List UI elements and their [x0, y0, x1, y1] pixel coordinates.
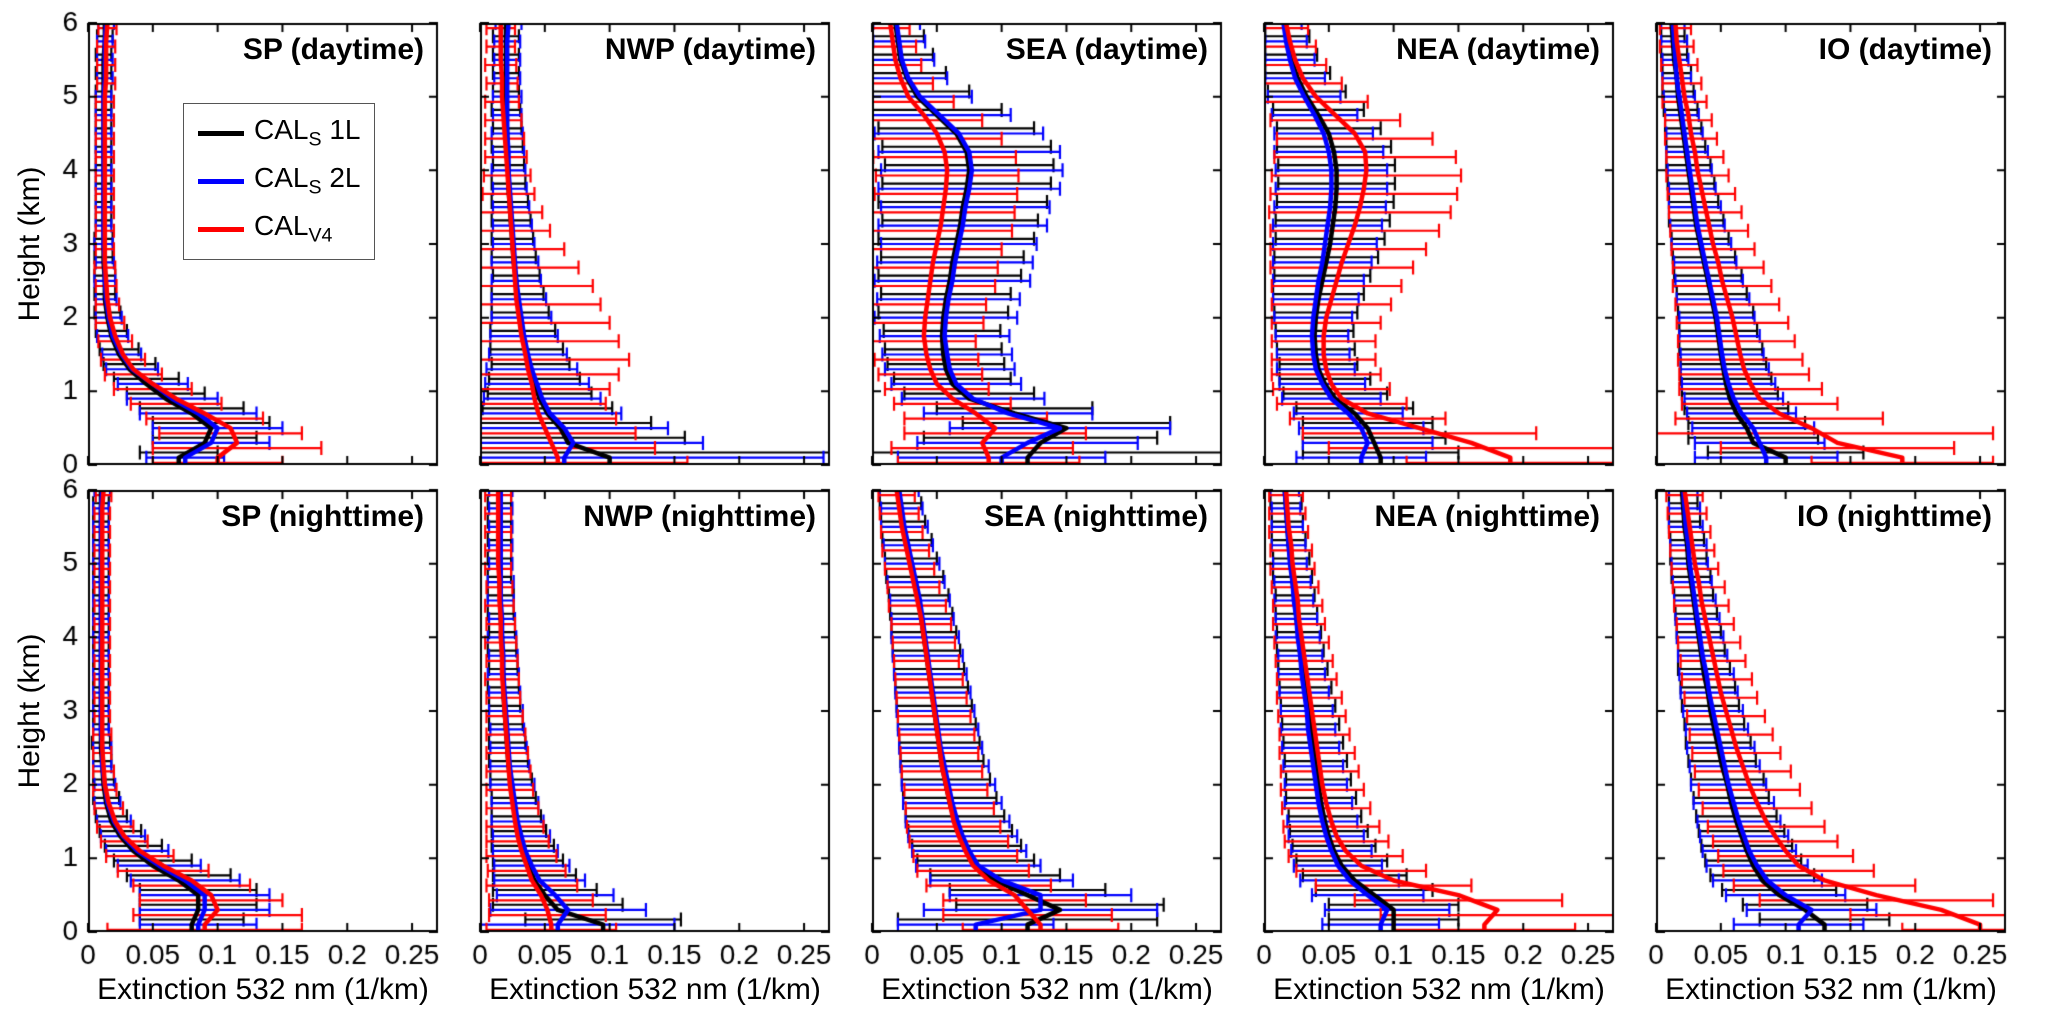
- x-axis-label-col-0: Extinction 532 nm (1/km): [97, 973, 429, 1006]
- y-axis-label-bottom-row: Height (km): [13, 633, 46, 789]
- legend: CALS 1L CALS 2L CALV4: [183, 103, 376, 260]
- legend-label: CAL: [254, 162, 309, 194]
- legend-label-suffix: 1L: [321, 114, 361, 145]
- legend-item-cal-v4: CALV4: [198, 212, 360, 246]
- legend-label: CAL: [254, 114, 309, 145]
- legend-label-suffix: 2L: [321, 162, 361, 194]
- legend-item-cal-s-1l: CALS 1L: [198, 116, 360, 150]
- y-axis-label-top-row: Height (km): [13, 166, 46, 322]
- legend-label-subscript: S: [308, 128, 322, 151]
- legend-label-subscript: S: [308, 176, 322, 199]
- x-axis-label-col-1: Extinction 532 nm (1/km): [489, 973, 821, 1006]
- legend-line-blue: [198, 178, 244, 184]
- legend-item-cal-s-2l: CALS 2L: [198, 164, 360, 198]
- x-axis-label-col-4: Extinction 532 nm (1/km): [1665, 973, 1997, 1006]
- legend-label: CAL: [254, 210, 309, 242]
- legend-label-subscript: V4: [308, 224, 333, 247]
- legend-line-red: [198, 226, 244, 232]
- legend-line-black: [198, 130, 244, 136]
- x-axis-label-col-2: Extinction 532 nm (1/km): [881, 973, 1213, 1006]
- x-axis-label-col-3: Extinction 532 nm (1/km): [1273, 973, 1605, 1006]
